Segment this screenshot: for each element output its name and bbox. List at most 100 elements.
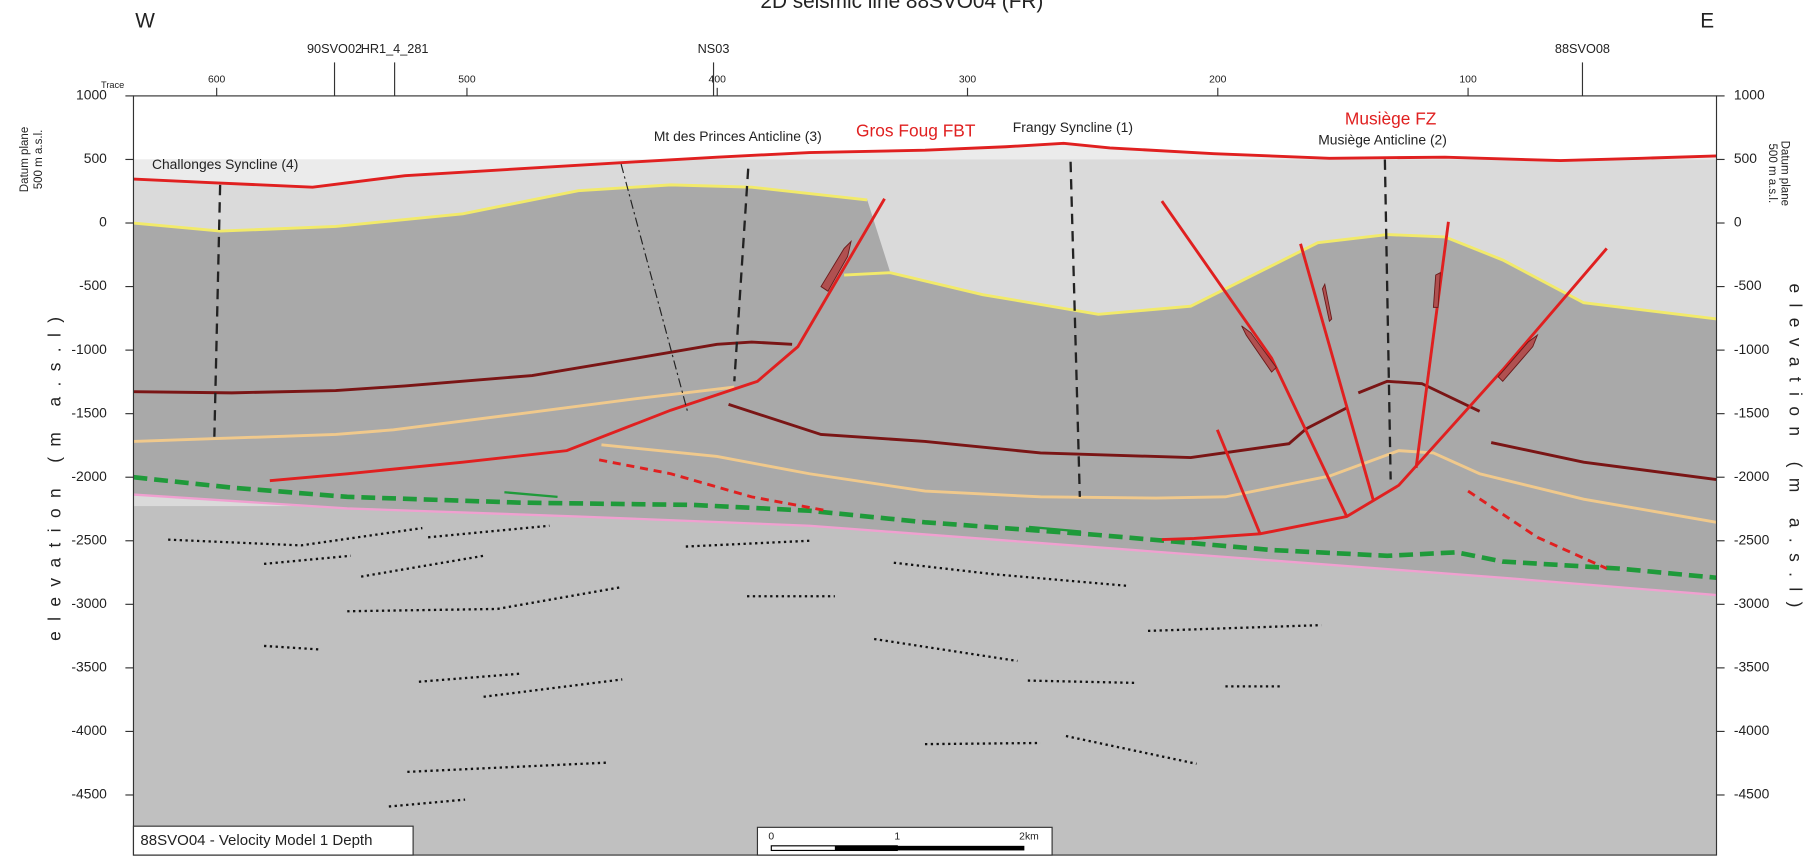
reflector bbox=[1147, 623, 1322, 633]
y-tick-label: -2000 bbox=[71, 468, 107, 484]
well-label: 88SVO08 bbox=[1555, 41, 1610, 56]
reflector bbox=[483, 678, 623, 698]
elevation-label-right: elevation (m a.s.l) bbox=[1785, 283, 1805, 617]
fault bbox=[1215, 429, 1262, 535]
scale-segment bbox=[834, 845, 898, 851]
y-tick-label: -2000 bbox=[1734, 468, 1770, 484]
fault-inferred bbox=[1467, 489, 1608, 570]
arrow bbox=[1241, 325, 1277, 373]
y-tick-label: -500 bbox=[1734, 277, 1762, 293]
reflector bbox=[388, 798, 466, 808]
fault bbox=[1161, 247, 1608, 542]
well-label: NS03 bbox=[698, 41, 730, 56]
reflector bbox=[1065, 734, 1197, 765]
section-body bbox=[132, 95, 1718, 856]
y-tick-label: 1000 bbox=[1734, 87, 1765, 103]
fault bbox=[269, 198, 886, 483]
elevation-label-left: elevation (m a.s.l) bbox=[45, 307, 65, 641]
fault bbox=[1414, 221, 1450, 469]
brown-horizon bbox=[1357, 379, 1481, 413]
well-label: 90SVO02 bbox=[307, 41, 362, 56]
brown-horizon bbox=[1490, 441, 1717, 481]
fold-axis bbox=[1069, 161, 1081, 497]
x-tick-label: 300 bbox=[959, 74, 977, 85]
arrow bbox=[1497, 333, 1539, 382]
annotation: Gros Foug FBT bbox=[856, 120, 976, 140]
fold-axis bbox=[733, 168, 750, 382]
y-tick-label: 0 bbox=[1734, 214, 1742, 230]
fault bbox=[1160, 200, 1349, 518]
label-box bbox=[132, 825, 414, 856]
arrow bbox=[820, 240, 852, 292]
annotation: Musiège Anticline (2) bbox=[1318, 132, 1447, 148]
fold-axes bbox=[213, 159, 1392, 497]
x-tick-label: 200 bbox=[1209, 74, 1227, 85]
y-tick-label: -1000 bbox=[71, 341, 107, 357]
y-tick-label: 1000 bbox=[76, 87, 107, 103]
sky bbox=[133, 143, 1717, 188]
datum-label: Datum plane bbox=[1779, 141, 1791, 206]
annotation: Frangy Syncline (1) bbox=[1013, 119, 1133, 135]
green-detachment bbox=[133, 474, 1717, 581]
fault-inferred bbox=[598, 458, 828, 513]
tan-horizon bbox=[133, 385, 735, 443]
reflector bbox=[407, 761, 608, 774]
slip-arrow bbox=[504, 491, 558, 499]
annotation: Musiège FZ bbox=[1345, 109, 1437, 129]
well-label: HR1_4_281 bbox=[361, 41, 429, 56]
arrow bbox=[1432, 271, 1441, 308]
scale-label: 0 bbox=[768, 831, 774, 842]
y-tick-label: 0 bbox=[99, 214, 107, 230]
scale-label: 2km bbox=[1019, 831, 1039, 842]
y-tick-label: -4000 bbox=[1734, 722, 1770, 738]
model-label: 88SVO04 - Velocity Model 1 Depth bbox=[140, 832, 372, 849]
datum-label: Datum plane bbox=[19, 127, 31, 192]
reflector bbox=[1027, 679, 1137, 685]
fold-axis bbox=[1383, 159, 1392, 480]
reflector bbox=[168, 526, 423, 547]
reflector bbox=[347, 585, 623, 613]
model-label-box: 88SVO04 - Velocity Model 1 Depth bbox=[132, 825, 414, 856]
y-tick-label: -1500 bbox=[71, 404, 107, 420]
pink-horizon bbox=[133, 493, 1717, 597]
yellow-horizon bbox=[844, 233, 1717, 321]
fold-axis bbox=[213, 184, 222, 437]
y-tick-label: -4500 bbox=[1734, 786, 1770, 802]
y-tick-label: 500 bbox=[84, 150, 107, 166]
arrow bbox=[1321, 282, 1333, 323]
direction-west: W bbox=[135, 9, 155, 32]
brown-horizon bbox=[728, 403, 1348, 460]
slip-arrow bbox=[1028, 525, 1082, 533]
topography bbox=[133, 141, 1717, 189]
x-tick-label: 500 bbox=[458, 74, 476, 85]
x-tick-label: 600 bbox=[208, 74, 226, 85]
y-tick-label: -500 bbox=[79, 277, 107, 293]
y-tick-label: -3000 bbox=[71, 595, 107, 611]
x-tick-label: 400 bbox=[709, 74, 727, 85]
horizons bbox=[133, 141, 1717, 597]
movement-arrows bbox=[820, 240, 1539, 382]
datum-label: 500 m a.s.l. bbox=[33, 130, 45, 190]
fault bbox=[1299, 243, 1375, 501]
annotation: Mt des Princes Anticline (3) bbox=[654, 128, 822, 144]
scale-label: 1 bbox=[894, 831, 900, 842]
trace-label: Trace bbox=[101, 80, 124, 90]
y-tick-label: -1500 bbox=[1734, 404, 1770, 420]
y-tick-label: -3000 bbox=[1734, 595, 1770, 611]
reflectors bbox=[168, 524, 1322, 808]
middle-layer bbox=[133, 184, 1717, 596]
y-tick-label: -2500 bbox=[71, 531, 107, 547]
y-tick-label: -4000 bbox=[71, 722, 107, 738]
reflector bbox=[873, 637, 1018, 663]
fold-axis bbox=[620, 163, 689, 414]
scale-bar: 0 1 2km bbox=[756, 826, 1053, 856]
faults bbox=[269, 198, 1608, 570]
scale-segment bbox=[897, 845, 1025, 851]
y-tick-label: -3500 bbox=[71, 659, 107, 675]
reflector bbox=[924, 741, 1041, 746]
yellow-horizon bbox=[133, 183, 868, 233]
tan-horizon bbox=[601, 443, 1717, 524]
x-tick-label: 100 bbox=[1459, 74, 1477, 85]
y-tick-label: -1000 bbox=[1734, 341, 1770, 357]
